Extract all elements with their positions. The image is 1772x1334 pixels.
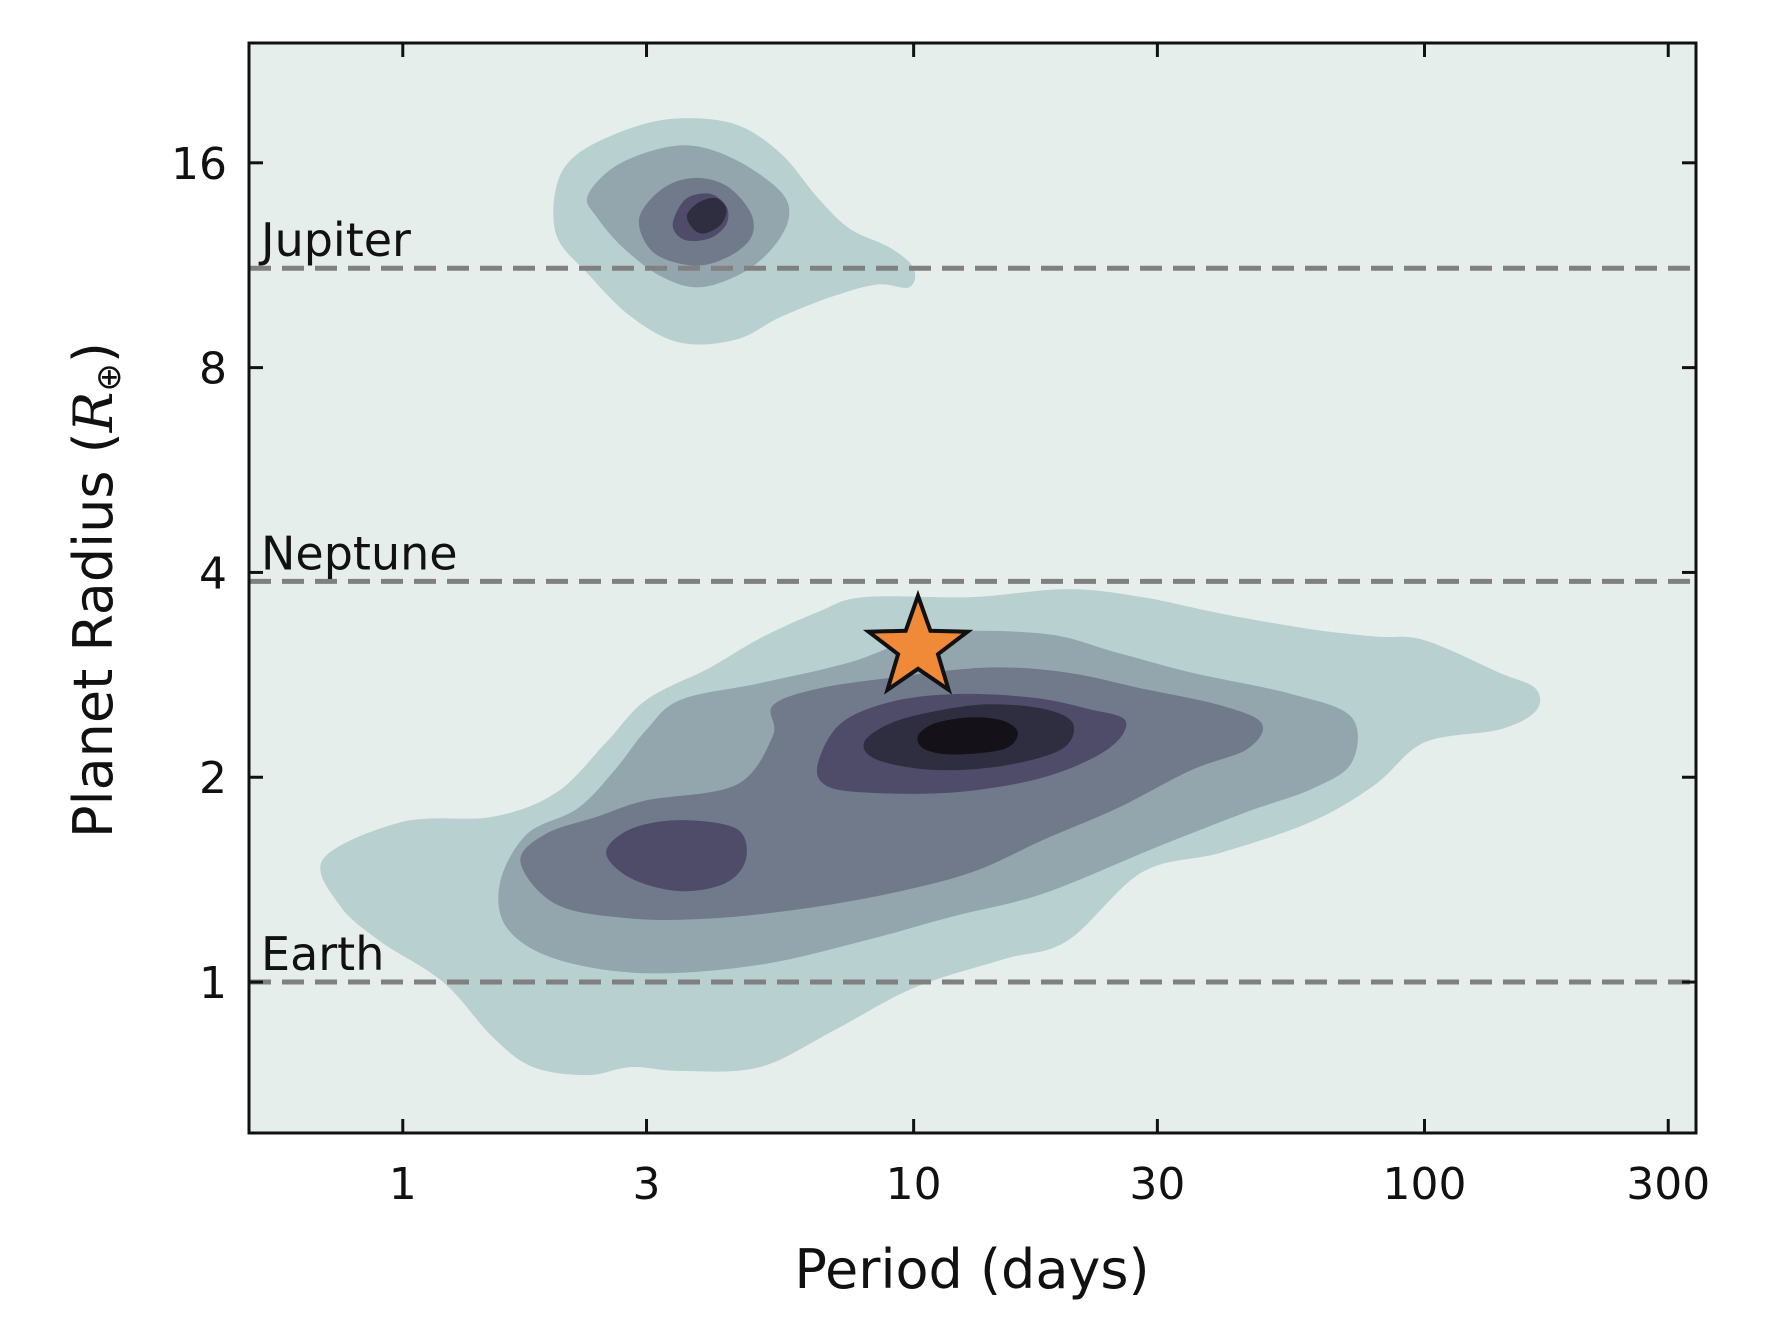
y-axis-label-text: Planet Radius ( — [62, 432, 125, 838]
x-tick-label-100: 100 — [1382, 1159, 1466, 1210]
contour-level-4-region-2 — [606, 820, 747, 892]
x-tick-label-30: 30 — [1129, 1159, 1185, 1210]
density-contours — [320, 118, 1541, 1076]
y-axis-label-symbol: R — [62, 392, 125, 434]
y-axis-label-subscript: ⊕ — [89, 363, 129, 392]
contour-level-5-region-1 — [686, 197, 727, 234]
x-axis-label: Period (days) — [794, 1238, 1149, 1301]
plot-frame — [247, 41, 1698, 1135]
y-tick-label-16: 16 — [171, 139, 227, 190]
y-tick-label-1: 1 — [199, 958, 227, 1009]
x-tick-label-1: 1 — [389, 1159, 417, 1210]
x-tick-label-10: 10 — [886, 1159, 942, 1210]
x-tick-label-300: 300 — [1626, 1159, 1710, 1210]
axes: 1 3 10 30 100 300 1 2 4 8 16 — [171, 43, 1710, 1210]
y-tick-label-4: 4 — [199, 548, 227, 599]
highlight-marker — [862, 589, 974, 695]
neptune-label: Neptune — [261, 526, 458, 580]
y-axis-label-close: ) — [62, 342, 125, 363]
reference-lines: Jupiter Neptune Earth — [249, 213, 1696, 985]
y-tick-label-2: 2 — [199, 753, 227, 804]
x-tick-label-3: 3 — [633, 1159, 661, 1210]
highlight-planet-star — [862, 589, 974, 695]
jupiter-label: Jupiter — [258, 213, 411, 267]
y-tick-label-8: 8 — [199, 344, 227, 395]
earth-label: Earth — [261, 927, 384, 981]
y-axis-label: Planet Radius (R⊕) — [62, 342, 129, 838]
contour-level-6-region-1 — [917, 717, 1018, 755]
